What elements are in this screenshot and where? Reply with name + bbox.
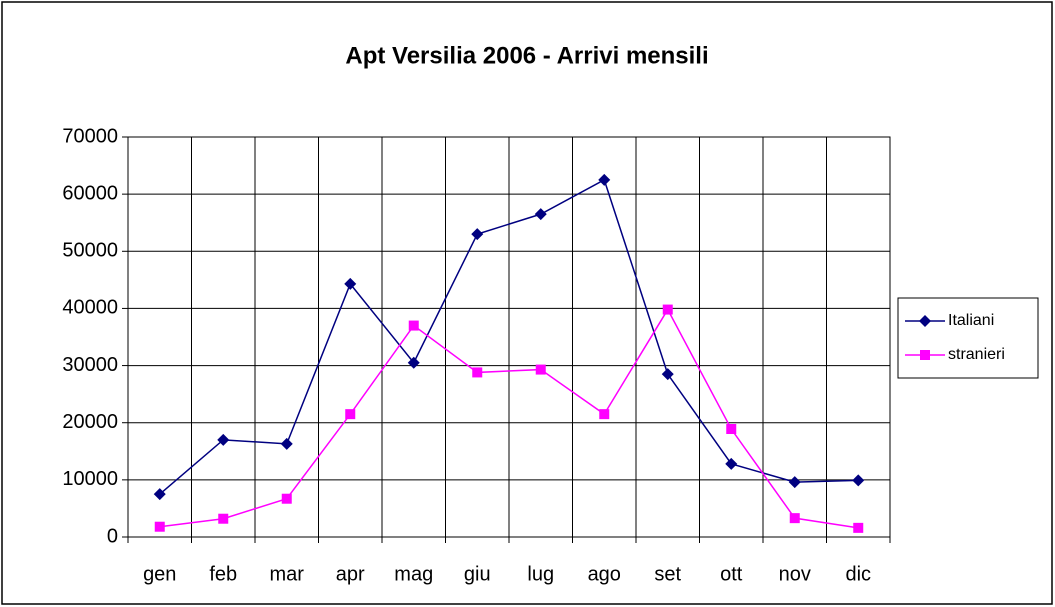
y-tick-label: 50000	[62, 240, 118, 262]
x-tick-label: mar	[270, 563, 305, 585]
y-tick-label: 60000	[62, 182, 118, 204]
marker	[471, 228, 484, 241]
series-line	[159, 178, 859, 495]
x-tick-label: dic	[845, 563, 871, 585]
marker	[344, 277, 357, 290]
y-tick-label: 30000	[62, 354, 118, 376]
chart-title: Apt Versilia 2006 - Arrivi mensili	[345, 42, 708, 69]
y-tick-label: 20000	[62, 411, 118, 433]
marker	[534, 208, 547, 221]
marker	[919, 315, 931, 327]
marker	[535, 364, 546, 375]
x-tick-label: set	[654, 563, 681, 585]
x-tick-label: feb	[209, 563, 237, 585]
marker	[281, 493, 292, 504]
x-tick-label: mag	[394, 563, 433, 585]
marker	[408, 320, 419, 331]
legend-box	[897, 297, 1039, 379]
series-line	[159, 308, 859, 529]
legend-label: stranieri	[948, 346, 1005, 363]
marker	[789, 513, 800, 524]
marker	[280, 437, 293, 450]
marker	[788, 476, 801, 489]
x-tick-label: nov	[779, 563, 811, 585]
marker	[598, 173, 611, 186]
marker	[154, 521, 165, 532]
x-tick-label: ott	[720, 563, 743, 585]
marker	[852, 474, 865, 487]
marker	[725, 457, 738, 470]
marker	[920, 350, 930, 360]
x-tick-label: gen	[143, 563, 176, 585]
y-tick-label: 40000	[62, 297, 118, 319]
marker	[217, 433, 230, 446]
marker	[153, 488, 166, 501]
x-tick-label: ago	[588, 563, 621, 585]
marker	[661, 368, 674, 381]
marker	[345, 409, 356, 420]
x-tick-label: apr	[336, 563, 365, 585]
marker	[472, 367, 483, 378]
y-tick-label: 0	[107, 525, 118, 547]
marker	[407, 356, 420, 369]
marker	[662, 304, 673, 315]
legend-label: Italiani	[948, 312, 994, 329]
y-tick-label: 70000	[62, 125, 118, 147]
marker	[726, 424, 737, 434]
marker	[599, 409, 610, 420]
y-tick-label: 10000	[62, 468, 118, 490]
marker	[853, 522, 864, 533]
x-tick-label: lug	[527, 563, 554, 585]
x-tick-label: giu	[464, 563, 491, 585]
legend: Italiani stranieri	[897, 297, 1039, 379]
marker	[218, 513, 229, 524]
